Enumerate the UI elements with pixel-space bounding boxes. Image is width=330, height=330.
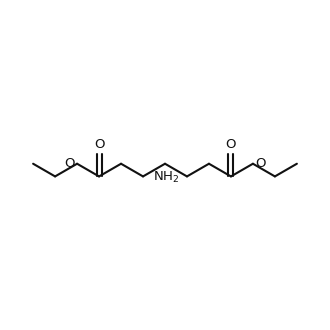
Text: O: O — [226, 139, 236, 151]
Text: O: O — [94, 139, 104, 151]
Text: O: O — [64, 157, 75, 170]
Text: O: O — [255, 157, 266, 170]
Text: NH$_2$: NH$_2$ — [152, 170, 179, 185]
